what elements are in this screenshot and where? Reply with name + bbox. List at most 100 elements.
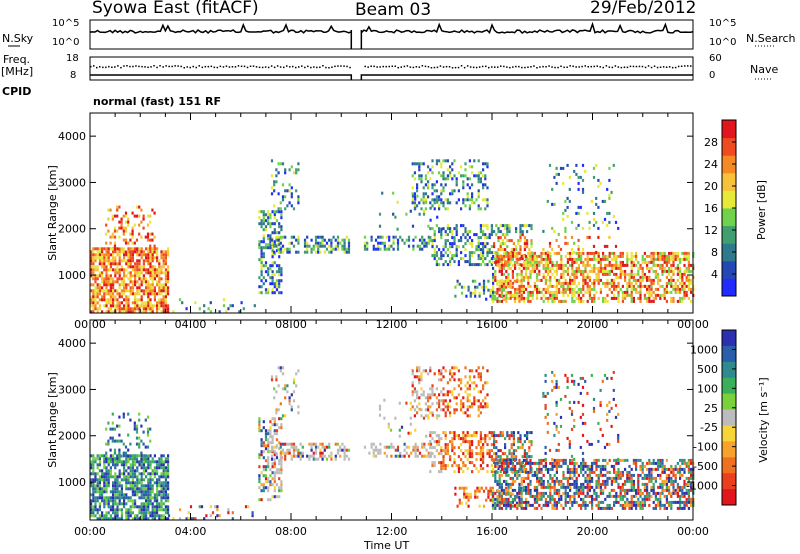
power-cell (278, 273, 281, 277)
velocity-cell (118, 472, 121, 476)
power-cell (536, 290, 539, 294)
power-cell (107, 301, 110, 305)
velocity-cell (396, 448, 400, 452)
velocity-cell (146, 433, 150, 437)
velocity-cell (160, 505, 163, 509)
power-cell (258, 243, 261, 247)
power-cell (479, 263, 482, 267)
power-cell (295, 238, 298, 242)
power-cell (147, 250, 150, 254)
velocity-cell (164, 478, 167, 482)
power-cell (608, 196, 611, 200)
power-cell (613, 281, 616, 285)
velocity-cell (164, 457, 167, 461)
power-cell (564, 269, 567, 273)
power-cell (679, 272, 682, 276)
power-cell (147, 256, 150, 260)
velocity-cell (465, 486, 468, 490)
power-cell (555, 238, 558, 242)
power-cell (548, 244, 552, 248)
power-cell (496, 251, 499, 255)
velocity-cell (538, 461, 541, 465)
power-cell (142, 310, 145, 314)
power-cell (570, 247, 574, 251)
power-cell (319, 250, 322, 254)
power-cell (273, 210, 276, 214)
power-cell (416, 186, 419, 190)
velocity-cell (156, 499, 159, 503)
velocity-cell (542, 503, 545, 507)
velocity-cell (96, 457, 99, 461)
power-cell (146, 238, 150, 242)
power-cell (544, 269, 547, 273)
velocity-cell (479, 402, 482, 406)
velocity-cell (158, 490, 161, 494)
velocity-cell (275, 423, 279, 427)
power-cell (433, 189, 436, 193)
velocity-cell (518, 491, 521, 495)
power-cell (588, 278, 591, 282)
power-cell (92, 277, 95, 281)
power-cell (120, 247, 123, 251)
velocity-cell (496, 458, 499, 462)
nave-dot (475, 66, 478, 69)
power-cell (123, 277, 126, 281)
velocity-cell (114, 493, 117, 497)
power-cell (142, 214, 145, 218)
velocity-cell (149, 502, 152, 506)
velocity-cell (468, 387, 471, 391)
power-cell (519, 227, 522, 231)
velocity-cell (153, 460, 156, 464)
velocity-cell (134, 502, 137, 506)
power-cell (606, 263, 609, 267)
power-cell (657, 257, 660, 261)
power-cell (317, 241, 320, 245)
velocity-cell (153, 496, 156, 500)
power-cell (127, 277, 130, 281)
velocity-cell (96, 463, 99, 467)
power-cell (156, 310, 159, 314)
velocity-cell (94, 460, 97, 464)
power-cell (258, 240, 261, 244)
power-cell (657, 272, 660, 276)
power-cell (421, 241, 424, 245)
power-cell (433, 183, 436, 187)
power-cell (131, 289, 134, 293)
velocity-cell (164, 493, 167, 497)
nave-dot (650, 66, 653, 69)
power-cell (160, 250, 163, 254)
velocity-cell (127, 475, 130, 479)
velocity-cell (284, 457, 287, 461)
velocity-cell (449, 390, 452, 394)
power-cell (462, 201, 465, 205)
power-cell (533, 266, 536, 270)
velocity-cell (427, 396, 430, 400)
nave-dot (264, 66, 267, 68)
power-cell (270, 238, 274, 242)
velocity-cell (345, 448, 348, 452)
velocity-cell (473, 434, 476, 438)
power-cell (610, 263, 613, 267)
velocity-cell (343, 451, 346, 455)
velocity-cell (446, 405, 449, 409)
velocity-cell (131, 454, 134, 458)
power-cell (160, 304, 163, 308)
power-cell (648, 254, 651, 258)
velocity-cell (125, 457, 128, 461)
power-cell (455, 177, 458, 181)
velocity-cell (107, 481, 110, 485)
power-cell (597, 269, 600, 273)
power-cell (562, 281, 565, 285)
velocity-cell (518, 495, 521, 499)
power-cell (129, 253, 132, 257)
power-cell (637, 278, 640, 282)
velocity-cell (444, 393, 447, 397)
velocity-cell (140, 478, 143, 482)
velocity-cell (275, 451, 278, 455)
power-cell (619, 263, 622, 267)
velocity-cell (526, 431, 529, 435)
power-cell (442, 171, 445, 175)
velocity-cell (435, 414, 438, 418)
velocity-cell (135, 427, 139, 431)
velocity-cell (131, 490, 134, 494)
